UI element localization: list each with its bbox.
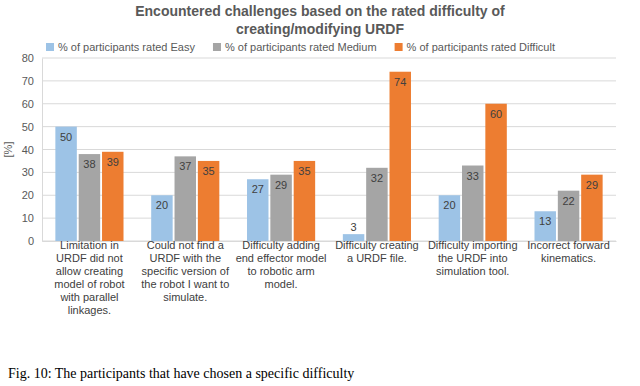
tick: 70 bbox=[22, 75, 42, 87]
bar bbox=[55, 127, 76, 241]
tick-label: 80 bbox=[22, 52, 34, 64]
data-label: 22 bbox=[562, 195, 574, 207]
tick-label: Incorrect forwardkinematics. bbox=[527, 239, 610, 264]
y-axis: 0 10 20 30 40 50 60 70 80 bbox=[22, 52, 43, 247]
bar bbox=[270, 175, 291, 241]
tick: 60 bbox=[22, 98, 42, 110]
data-label: 20 bbox=[156, 199, 168, 211]
data-label: 32 bbox=[371, 172, 383, 184]
x-axis: Limitation inURDF did notallow creatingm… bbox=[43, 239, 617, 316]
bar bbox=[151, 195, 172, 241]
tick-label: Could not find aURDF with thespecific ve… bbox=[141, 239, 230, 303]
y-axis-line bbox=[42, 59, 43, 242]
tick: Limitation inURDF did notallow creatingm… bbox=[54, 239, 124, 316]
legend-label: % of participants rated Difficult bbox=[407, 41, 555, 53]
legend-item: % of participants rated Medium bbox=[213, 41, 377, 53]
grid-line bbox=[42, 58, 616, 59]
data-label: 74 bbox=[394, 76, 406, 88]
data-label: 3 bbox=[351, 221, 357, 233]
tick: Difficulty addingend effector modelto ro… bbox=[236, 239, 327, 290]
tick-label: 20 bbox=[22, 189, 34, 201]
data-label: 39 bbox=[107, 156, 119, 168]
grid-line bbox=[42, 172, 616, 173]
title: Encountered challenges based on the rate… bbox=[135, 3, 505, 37]
plot: 50 20 27 3 20 13 38 37 29 32 33 22 39 35 35 74 60 29 0 10 20… bbox=[22, 52, 617, 316]
bars bbox=[55, 72, 602, 241]
bar bbox=[247, 179, 268, 241]
legend-swatch bbox=[46, 43, 54, 51]
chart: Encountered challenges based on the rate… bbox=[0, 0, 640, 386]
bar bbox=[198, 161, 219, 241]
tick: 20 bbox=[22, 189, 42, 201]
tick: 50 bbox=[22, 121, 42, 133]
y-axis-title: [%] bbox=[2, 142, 14, 158]
legend-label: % of participants rated Easy bbox=[58, 41, 195, 53]
data-label: 33 bbox=[467, 170, 479, 182]
grid bbox=[42, 58, 616, 241]
bar bbox=[366, 168, 387, 241]
data-label: 29 bbox=[586, 179, 598, 191]
data-label: 38 bbox=[83, 158, 95, 170]
tick: Difficulty creatinga URDF file. bbox=[335, 239, 419, 264]
grid-line bbox=[42, 149, 616, 150]
caption: Fig. 10: The participants that have chos… bbox=[8, 366, 354, 381]
bar bbox=[102, 152, 123, 241]
tick-label: 0 bbox=[28, 235, 34, 247]
tick-label: 50 bbox=[22, 121, 34, 133]
tick: 40 bbox=[22, 144, 42, 156]
bar bbox=[534, 211, 555, 241]
data-label: 37 bbox=[179, 160, 191, 172]
tick-label: Difficulty creatinga URDF file. bbox=[335, 239, 419, 264]
grid-line bbox=[42, 80, 616, 81]
data-label: 13 bbox=[539, 215, 551, 227]
tick: 10 bbox=[22, 212, 42, 224]
tick-label: 30 bbox=[22, 166, 34, 178]
legend-label: % of participants rated Medium bbox=[225, 41, 377, 53]
tick-label: Limitation inURDF did notallow creatingm… bbox=[54, 239, 124, 316]
bar bbox=[175, 156, 196, 241]
tick: 30 bbox=[22, 166, 42, 178]
grid-line bbox=[42, 218, 616, 219]
data-label: 27 bbox=[252, 183, 264, 195]
data-labels: 50 20 27 3 20 13 38 37 29 32 33 22 39 35 35 74 60 29 bbox=[60, 76, 598, 233]
tick-label: 10 bbox=[22, 212, 34, 224]
tick-label: Difficulty addingend effector modelto ro… bbox=[236, 239, 327, 290]
tick: Incorrect forwardkinematics. bbox=[527, 239, 610, 264]
data-label: 35 bbox=[202, 165, 214, 177]
tick-label: 60 bbox=[22, 98, 34, 110]
tick: 0 bbox=[28, 235, 42, 247]
tick-label: 40 bbox=[22, 144, 34, 156]
legend-item: % of participants rated Difficult bbox=[395, 41, 555, 53]
bar bbox=[439, 195, 460, 241]
tick: Could not find aURDF with thespecific ve… bbox=[141, 239, 230, 303]
bar bbox=[79, 154, 100, 241]
data-label: 60 bbox=[490, 108, 502, 120]
tick-label: 70 bbox=[22, 75, 34, 87]
legend-swatch bbox=[213, 43, 221, 51]
grid-line bbox=[42, 126, 616, 127]
legend-swatch bbox=[395, 43, 403, 51]
bar bbox=[581, 175, 602, 241]
legend-item: % of participants rated Easy bbox=[46, 41, 195, 53]
bar bbox=[485, 104, 506, 241]
grid-line bbox=[42, 103, 616, 104]
data-label: 50 bbox=[60, 131, 72, 143]
grid-line bbox=[42, 195, 616, 196]
bar bbox=[462, 166, 483, 241]
data-label: 29 bbox=[275, 179, 287, 191]
tick: Difficulty importingthe URDF intosimulat… bbox=[428, 239, 518, 277]
data-label: 20 bbox=[443, 199, 455, 211]
data-label: 35 bbox=[298, 165, 310, 177]
bar bbox=[294, 161, 315, 241]
bar bbox=[390, 72, 411, 241]
tick-label: Difficulty importingthe URDF intosimulat… bbox=[428, 239, 518, 277]
bar bbox=[558, 191, 579, 241]
legend: % of participants rated Easy % of partici… bbox=[46, 41, 555, 53]
tick: 80 bbox=[22, 52, 42, 64]
